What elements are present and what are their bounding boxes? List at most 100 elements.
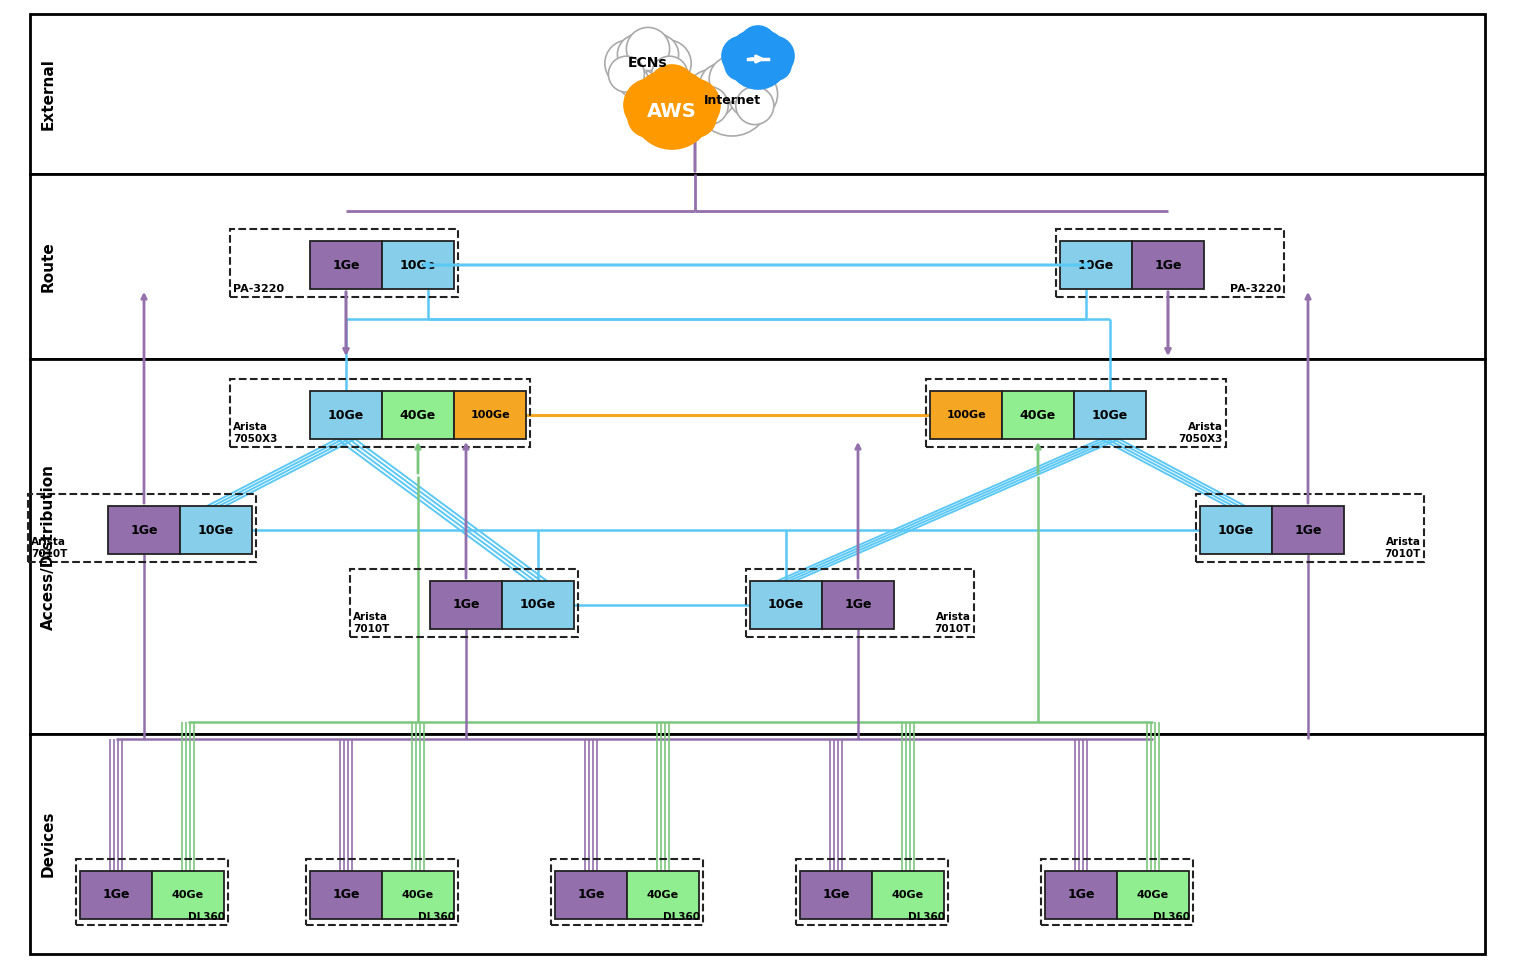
Bar — [306, 859, 458, 925]
Text: PA-3220: PA-3220 — [233, 284, 285, 294]
Circle shape — [604, 40, 651, 87]
Text: Arista
7050X3: Arista 7050X3 — [1179, 422, 1223, 444]
FancyBboxPatch shape — [454, 391, 526, 439]
Text: Arista
7010T: Arista 7010T — [353, 612, 389, 634]
Text: DL360: DL360 — [418, 912, 454, 922]
Circle shape — [662, 73, 706, 117]
Bar — [745, 569, 974, 637]
Text: DL360: DL360 — [188, 912, 226, 922]
Text: 10Ge: 10Ge — [1218, 523, 1254, 537]
Circle shape — [691, 86, 729, 125]
FancyBboxPatch shape — [382, 871, 454, 919]
Circle shape — [609, 56, 644, 92]
Circle shape — [648, 65, 695, 113]
FancyBboxPatch shape — [1200, 506, 1273, 554]
Circle shape — [709, 56, 754, 102]
Text: 1Ge: 1Ge — [130, 523, 158, 537]
Text: 10Ge: 10Ge — [198, 523, 235, 537]
FancyBboxPatch shape — [930, 391, 1001, 439]
FancyBboxPatch shape — [627, 871, 698, 919]
Circle shape — [723, 37, 761, 76]
Circle shape — [629, 97, 668, 137]
Circle shape — [686, 70, 736, 119]
Bar — [1056, 229, 1285, 297]
Text: 1Ge: 1Ge — [1294, 523, 1321, 537]
Text: Arista
7010T: Arista 7010T — [30, 538, 67, 559]
Circle shape — [732, 32, 765, 65]
FancyBboxPatch shape — [1045, 871, 1117, 919]
FancyBboxPatch shape — [382, 391, 454, 439]
Circle shape — [626, 27, 670, 71]
Text: 40Ge: 40Ge — [171, 890, 205, 900]
Circle shape — [644, 40, 691, 87]
Circle shape — [618, 35, 658, 75]
FancyBboxPatch shape — [823, 581, 894, 629]
Bar — [350, 569, 579, 637]
Bar — [230, 229, 458, 297]
FancyBboxPatch shape — [1074, 391, 1145, 439]
Text: 1Ge: 1Ge — [332, 889, 359, 901]
Text: 100Ge: 100Ge — [470, 410, 511, 420]
Text: 1Ge: 1Ge — [577, 889, 604, 901]
Circle shape — [624, 79, 676, 131]
FancyBboxPatch shape — [311, 871, 382, 919]
Text: 1Ge: 1Ge — [844, 599, 871, 611]
Text: 100Ge: 100Ge — [947, 410, 986, 420]
Circle shape — [761, 50, 791, 80]
Text: 1Ge: 1Ge — [823, 889, 850, 901]
Bar — [795, 859, 948, 925]
Bar — [30, 14, 1485, 174]
Circle shape — [739, 26, 776, 62]
Text: Arista
7050X3: Arista 7050X3 — [233, 422, 277, 444]
FancyBboxPatch shape — [1001, 391, 1074, 439]
Circle shape — [700, 64, 741, 106]
Text: 1Ge: 1Ge — [102, 889, 130, 901]
FancyBboxPatch shape — [501, 581, 574, 629]
Text: 10Ge: 10Ge — [1077, 259, 1114, 271]
Text: 10Ge: 10Ge — [327, 409, 364, 422]
FancyBboxPatch shape — [382, 241, 454, 289]
FancyBboxPatch shape — [1273, 506, 1344, 554]
Text: Access/Distribution: Access/Distribution — [41, 463, 56, 630]
FancyBboxPatch shape — [311, 391, 382, 439]
Bar — [76, 859, 227, 925]
Text: 40Ge: 40Ge — [892, 890, 924, 900]
Text: 1Ge: 1Ge — [1067, 889, 1095, 901]
Text: 40Ge: 40Ge — [647, 890, 679, 900]
Circle shape — [668, 79, 720, 131]
Bar — [551, 859, 703, 925]
Circle shape — [638, 73, 682, 117]
Text: Route: Route — [41, 241, 56, 292]
FancyBboxPatch shape — [1060, 241, 1132, 289]
Bar — [1195, 494, 1424, 562]
Circle shape — [632, 69, 712, 149]
Bar — [230, 379, 530, 447]
Text: 10Ge: 10Ge — [520, 599, 556, 611]
FancyBboxPatch shape — [108, 506, 180, 554]
Text: 1Ge: 1Ge — [1154, 259, 1182, 271]
FancyBboxPatch shape — [873, 871, 944, 919]
FancyBboxPatch shape — [80, 871, 152, 919]
Bar — [30, 359, 1485, 734]
Text: 40Ge: 40Ge — [401, 890, 435, 900]
FancyBboxPatch shape — [1132, 241, 1204, 289]
Text: Arista
7010T: Arista 7010T — [935, 612, 971, 634]
Text: Arista
7010T: Arista 7010T — [1385, 538, 1421, 559]
Circle shape — [639, 35, 679, 75]
Bar — [1041, 859, 1192, 925]
Circle shape — [736, 86, 774, 125]
FancyBboxPatch shape — [554, 871, 627, 919]
Circle shape — [651, 56, 688, 92]
Text: Internet: Internet — [703, 93, 761, 107]
Circle shape — [754, 37, 794, 76]
Text: DL360: DL360 — [1153, 912, 1189, 922]
Text: 10Ge: 10Ge — [1092, 409, 1129, 422]
Circle shape — [612, 31, 683, 103]
Text: Devices: Devices — [41, 811, 56, 877]
Bar — [30, 734, 1485, 954]
Circle shape — [750, 32, 783, 65]
Text: DL360: DL360 — [907, 912, 945, 922]
Circle shape — [729, 29, 788, 89]
FancyBboxPatch shape — [750, 581, 823, 629]
Text: External: External — [41, 58, 56, 130]
